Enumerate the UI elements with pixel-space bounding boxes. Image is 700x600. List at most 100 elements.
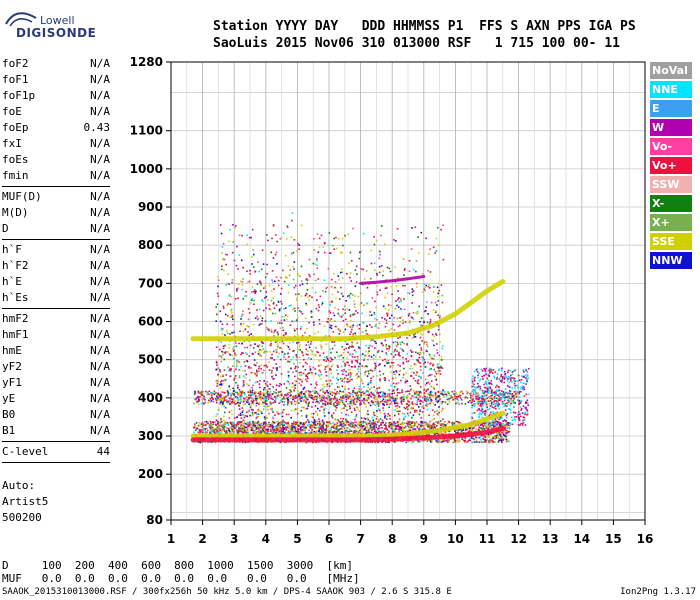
echo-point — [385, 347, 388, 350]
echo-point — [229, 426, 231, 429]
echo-point — [250, 404, 252, 407]
echo-point — [436, 286, 439, 289]
echo-point — [411, 416, 413, 419]
echo-point — [413, 389, 415, 392]
echo-point — [305, 348, 308, 351]
echo-point — [367, 352, 370, 354]
echo-point — [287, 431, 289, 434]
echo-point — [396, 428, 399, 431]
echo-point — [221, 350, 223, 353]
echo-point — [287, 381, 290, 383]
echo-point — [373, 428, 376, 430]
echo-point — [336, 364, 339, 367]
echo-point — [217, 279, 220, 281]
echo-point — [229, 369, 232, 372]
echo-point — [348, 294, 350, 297]
echo-point — [376, 410, 378, 412]
echo-point — [420, 324, 422, 326]
echo-point — [254, 270, 257, 273]
echo-point — [260, 410, 263, 413]
echo-point — [290, 358, 292, 361]
echo-point — [486, 421, 489, 424]
echo-point — [492, 439, 494, 441]
echo-point — [446, 423, 449, 425]
echo-point — [374, 317, 376, 320]
echo-point — [407, 390, 410, 393]
echo-point — [437, 328, 440, 331]
echo-point — [388, 423, 390, 426]
echo-point — [420, 423, 422, 426]
echo-point — [315, 381, 318, 383]
echo-point — [225, 401, 228, 403]
echo-point — [360, 250, 362, 252]
echo-point — [506, 424, 508, 426]
echo-point — [261, 372, 264, 374]
echo-point — [281, 340, 284, 343]
echo-point — [306, 363, 309, 365]
echo-point — [329, 252, 332, 254]
echo-point — [243, 375, 245, 377]
echo-point — [227, 366, 230, 368]
echo-point — [241, 423, 244, 425]
echo-point — [399, 410, 401, 413]
echo-point — [424, 378, 427, 381]
echo-point — [305, 378, 307, 381]
echo-point — [250, 426, 252, 429]
echo-point — [231, 314, 234, 317]
echo-point — [399, 355, 401, 357]
echo-point — [257, 317, 259, 320]
echo-point — [436, 413, 439, 415]
echo-point — [392, 341, 395, 344]
echo-point — [279, 346, 281, 349]
echo-point — [288, 424, 291, 426]
echo-point — [362, 284, 364, 286]
echo-point — [261, 430, 263, 432]
echo-point — [314, 372, 317, 375]
echo-point — [245, 290, 247, 293]
echo-point — [457, 421, 459, 423]
echo-point — [436, 440, 438, 443]
echo-point — [217, 295, 220, 297]
echo-point — [455, 429, 457, 431]
echo-point — [199, 430, 201, 433]
echo-point — [432, 427, 434, 429]
echo-point — [371, 441, 374, 444]
echo-point — [247, 331, 249, 333]
echo-point — [278, 309, 281, 312]
echo-point — [339, 330, 342, 332]
echo-point — [237, 297, 239, 300]
echo-point — [219, 383, 221, 386]
echo-point — [326, 425, 329, 428]
echo-point — [347, 233, 349, 236]
echo-point — [219, 370, 222, 373]
echo-point — [374, 421, 376, 424]
echo-point — [408, 426, 410, 428]
echo-point — [246, 423, 248, 425]
echo-point — [394, 414, 396, 417]
echo-point — [325, 366, 328, 368]
echo-point — [471, 427, 474, 430]
echo-point — [415, 312, 418, 315]
echo-point — [429, 439, 432, 442]
echo-point — [438, 422, 440, 425]
echo-point — [378, 257, 381, 260]
echo-point — [410, 351, 413, 353]
echo-point — [399, 397, 401, 400]
echo-point — [266, 350, 268, 353]
echo-point — [384, 325, 387, 328]
echo-point — [340, 354, 343, 357]
echo-point — [416, 286, 418, 288]
echo-point — [419, 320, 421, 323]
echo-point — [374, 441, 376, 444]
echo-point — [256, 345, 259, 347]
echo-point — [494, 441, 497, 443]
echo-point — [242, 298, 245, 300]
echo-point — [204, 428, 207, 430]
echo-point — [381, 225, 383, 227]
echo-point — [357, 430, 359, 433]
echo-point — [373, 396, 375, 399]
echo-point — [379, 374, 382, 376]
echo-point — [393, 428, 396, 430]
echo-point — [241, 369, 244, 372]
echo-point — [273, 330, 276, 332]
